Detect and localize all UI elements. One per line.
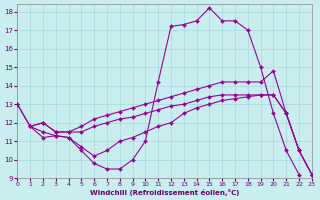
X-axis label: Windchill (Refroidissement éolien,°C): Windchill (Refroidissement éolien,°C): [90, 189, 239, 196]
